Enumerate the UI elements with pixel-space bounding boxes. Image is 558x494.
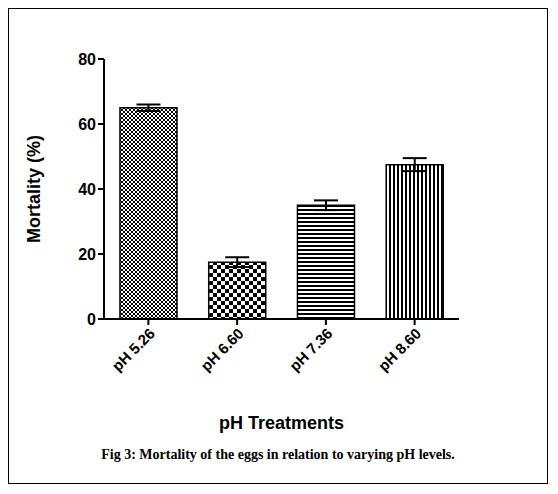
svg-text:pH 6.60: pH 6.60 bbox=[197, 325, 247, 375]
svg-text:Mortality (%): Mortality (%) bbox=[24, 135, 44, 243]
svg-text:0: 0 bbox=[87, 311, 96, 328]
svg-text:pH 8.60: pH 8.60 bbox=[375, 325, 425, 375]
html-text:Fig 3: Mortality of the eggs i: Fig 3: Mortality of the eggs in relation… bbox=[101, 447, 455, 462]
svg-text:60: 60 bbox=[78, 116, 96, 133]
svg-text:20: 20 bbox=[78, 246, 96, 263]
svg-text:pH 7.36: pH 7.36 bbox=[286, 325, 336, 375]
svg-text:40: 40 bbox=[78, 181, 96, 198]
svg-text:pH Treatments: pH Treatments bbox=[219, 413, 344, 433]
svg-text:pH 5.26: pH 5.26 bbox=[108, 325, 158, 375]
svg-text:80: 80 bbox=[78, 51, 96, 68]
